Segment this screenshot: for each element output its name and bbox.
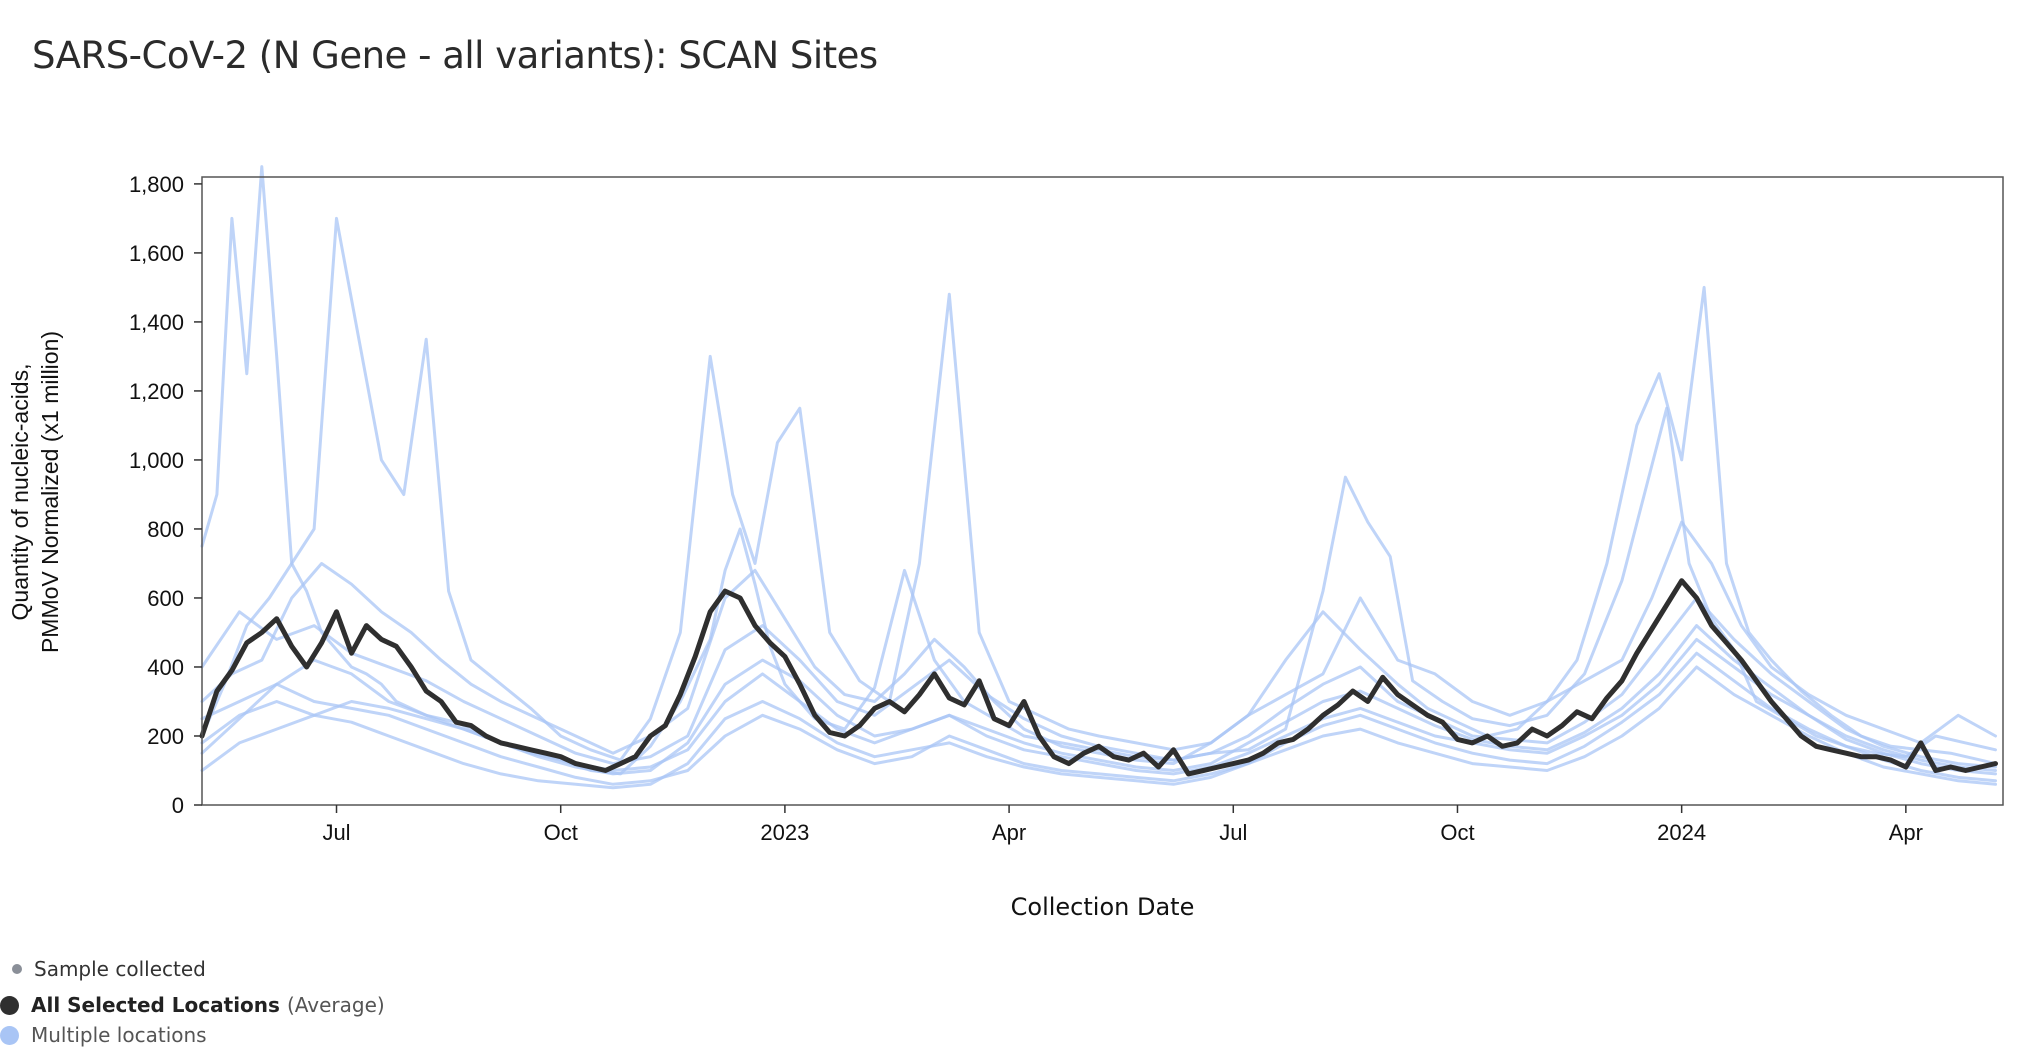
- average-dot-icon: [0, 995, 19, 1015]
- plot-frame: [201, 176, 2004, 806]
- average-line-layer: [199, 578, 1998, 777]
- series-line-average[interactable]: [199, 578, 1998, 777]
- x-tick-label: Jul: [1219, 820, 1247, 845]
- legend-average-suffix: (Average): [286, 993, 385, 1017]
- chart-title: SARS-CoV-2 (N Gene - all variants): SCAN…: [32, 34, 878, 77]
- y-tick-label: 800: [147, 517, 184, 542]
- x-tick-label: 2024: [1657, 820, 1706, 845]
- legend-sample-label: Sample collected: [34, 957, 206, 981]
- x-tick-label: Oct: [544, 820, 578, 845]
- x-tick-label: Apr: [1889, 820, 1923, 845]
- x-axis-title: Collection Date: [1011, 893, 1195, 921]
- y-tick-label: 600: [147, 586, 184, 611]
- y-axis: 0 200 400 600 800 1,000 1,200 1,400 1,600 1,800: [129, 172, 202, 818]
- series-line-location-7[interactable]: [200, 651, 1997, 786]
- y-axis-title-line: Quantity of nucleic-acids,: [7, 364, 33, 621]
- y-axis-title-line: PMMoV Normalized (x1 million): [37, 331, 63, 653]
- y-tick-label: 1,600: [129, 241, 184, 266]
- y-tick-label: 200: [147, 724, 184, 749]
- x-tick-label: 2023: [760, 820, 809, 845]
- series-line-location-8[interactable]: [200, 624, 1997, 776]
- location-lines: [200, 165, 1997, 790]
- y-tick-label: 400: [147, 655, 184, 680]
- locations-dot-icon: [0, 1025, 19, 1045]
- x-tick-label: Apr: [992, 820, 1026, 845]
- y-tick-label: 1,000: [129, 448, 184, 473]
- sample-dot-icon: [12, 964, 22, 974]
- series-line-location-1[interactable]: [200, 165, 1997, 776]
- legend-item-average[interactable]: All Selected Locations (Average): [0, 993, 385, 1017]
- legend-locations-label: Multiple locations: [31, 1023, 207, 1047]
- x-tick-label: Jul: [322, 820, 350, 845]
- series-line-location-5[interactable]: [200, 665, 1997, 790]
- legend-average-label: All Selected Locations: [31, 993, 280, 1017]
- legend-item-locations[interactable]: Multiple locations: [0, 1023, 207, 1047]
- x-tick-label: Oct: [1440, 820, 1474, 845]
- y-tick-label: 1,400: [129, 310, 184, 335]
- y-tick-label: 0: [172, 793, 184, 818]
- y-tick-label: 1,200: [129, 379, 184, 404]
- y-axis-title: Quantity of nucleic-acids, PMMoV Normaliz…: [7, 331, 63, 653]
- x-axis: Jul Oct 2023 Apr Jul Oct 2024 Apr: [322, 805, 1923, 845]
- series-line-location-2[interactable]: [200, 216, 1997, 766]
- y-tick-label: 1,800: [129, 172, 184, 197]
- legend-item-sample: Sample collected: [12, 957, 206, 981]
